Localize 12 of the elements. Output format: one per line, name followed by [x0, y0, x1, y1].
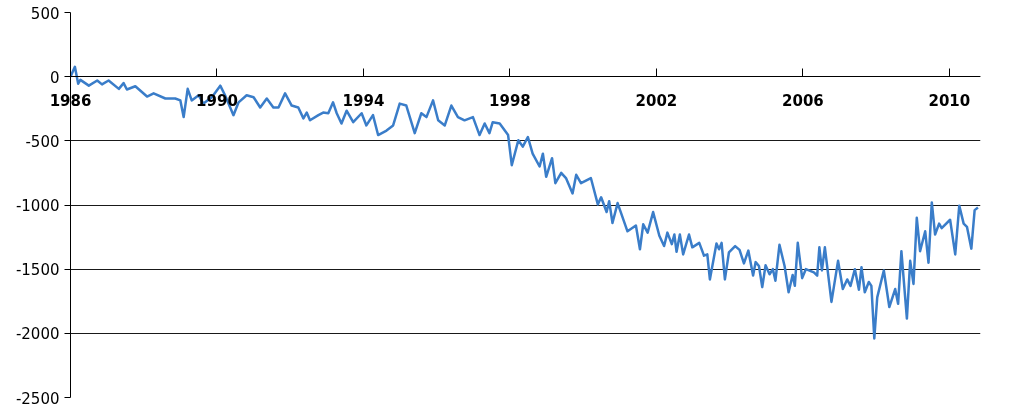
x-tick-label: 1998 [489, 91, 531, 110]
x-tick-label: 1994 [342, 91, 385, 110]
y-tick-label: 500 [30, 4, 60, 23]
x-tick-label: 2006 [782, 91, 824, 110]
y-tick-label: -2500 [15, 389, 60, 408]
y-tick-label: -1500 [15, 261, 60, 280]
y-tick-label: -500 [25, 132, 60, 151]
x-tick-label: 2010 [928, 91, 971, 110]
y-tick-label: -2000 [15, 325, 60, 344]
y-tick-label: 0 [49, 68, 60, 87]
x-tick-label: 2002 [635, 91, 678, 110]
y-tick-label: -1000 [15, 197, 60, 215]
